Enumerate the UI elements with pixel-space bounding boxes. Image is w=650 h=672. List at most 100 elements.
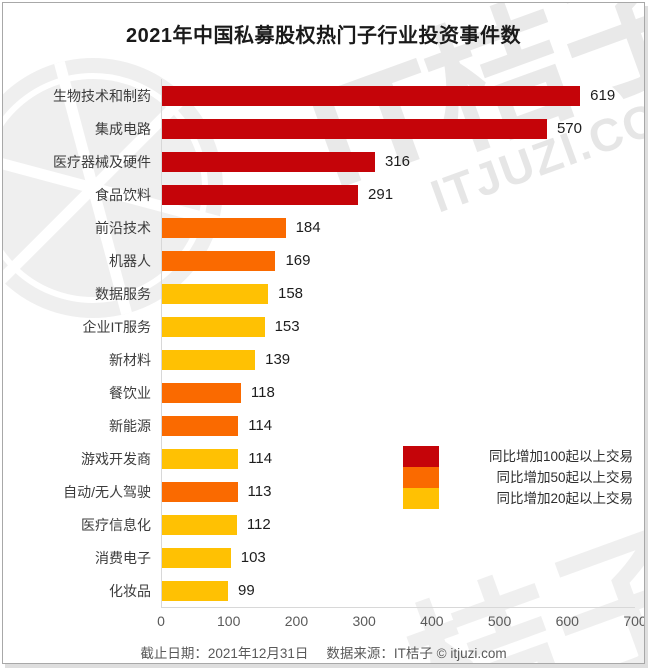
value-label: 118	[250, 384, 275, 401]
x-tick-label: 300	[352, 613, 376, 629]
bar	[161, 349, 256, 370]
category-label: 食品饮料	[95, 186, 151, 203]
x-tick-label: 100	[217, 613, 241, 629]
category-label: 化妆品	[109, 582, 151, 599]
bar-zone: 139	[161, 343, 635, 376]
bar-zone: 114	[161, 409, 635, 442]
bar-row: 游戏开发商 114	[3, 442, 635, 475]
bar-row: 生物技术和制药 619	[3, 79, 635, 112]
legend-label: 同比增加50起以上交易	[496, 470, 633, 485]
category-label: 数据服务	[95, 285, 151, 302]
bar-row: 化妆品 99	[3, 574, 635, 607]
bar-zone: 184	[161, 211, 635, 244]
bar-row: 企业IT服务 153	[3, 310, 635, 343]
value-label: 184	[295, 219, 321, 236]
value-label: 103	[240, 549, 266, 566]
bar	[161, 547, 231, 568]
legend-labels: 同比增加100起以上交易同比增加50起以上交易 同比增加20起以上交易	[451, 446, 633, 509]
bar-row: 医疗器械及硬件 316	[3, 145, 635, 178]
legend-label: 同比增加20起以上交易	[496, 491, 633, 506]
category-label: 生物技术和制药	[53, 87, 151, 104]
bar	[161, 382, 241, 403]
category-label: 自动/无人驾驶	[63, 483, 151, 500]
bar-zone: 316	[161, 145, 635, 178]
category-label: 新材料	[109, 351, 151, 368]
footer-source: 数据来源：IT桔子 © itjuzi.com	[326, 646, 507, 661]
chart-card: IT桔子 ITJUZI.COM 桔子 2021年中国私募股权热门子行业投资事件数…	[2, 2, 645, 664]
bar-zone: 153	[161, 310, 635, 343]
bar-zone: 291	[161, 178, 635, 211]
legend-swatches	[403, 446, 439, 509]
x-axis-line	[161, 607, 635, 608]
value-label: 169	[285, 252, 311, 269]
x-tick-label: 400	[420, 613, 444, 629]
value-label: 316	[384, 153, 410, 170]
bar	[161, 481, 238, 502]
value-label: 99	[238, 582, 255, 599]
bar-row: 前沿技术 184	[3, 211, 635, 244]
category-label: 新能源	[109, 417, 151, 434]
value-label: 570	[556, 120, 582, 137]
footer: 截止日期：2021年12月31日 数据来源：IT桔子 © itjuzi.com	[3, 642, 644, 662]
bar-zone: 114	[161, 442, 635, 475]
value-label: 153	[274, 318, 300, 335]
bar-row: 机器人 169	[3, 244, 635, 277]
category-label: 医疗信息化	[81, 516, 151, 533]
x-tick-label: 0	[157, 613, 165, 629]
bar-row: 数据服务 158	[3, 277, 635, 310]
value-label: 112	[246, 516, 271, 533]
category-label: 医疗器械及硬件	[53, 153, 151, 170]
legend-swatch	[403, 467, 439, 488]
bar	[161, 85, 581, 106]
legend: 同比增加100起以上交易同比增加50起以上交易 同比增加20起以上交易	[403, 446, 633, 509]
bar	[161, 283, 268, 304]
bar-zone: 619	[161, 79, 635, 112]
bar-zone: 112	[161, 508, 635, 541]
value-label: 114	[248, 417, 273, 434]
bar-rows: 生物技术和制药 619 集成电路 570 医疗器械及硬件 316 食品饮料 29…	[3, 79, 635, 607]
bar-row: 食品饮料 291	[3, 178, 635, 211]
footer-date: 截止日期：2021年12月31日	[140, 646, 309, 661]
category-label: 前沿技术	[95, 219, 151, 236]
legend-swatch	[403, 488, 439, 509]
bar-row: 自动/无人驾驶 113	[3, 475, 635, 508]
bar	[161, 118, 547, 139]
value-label: 139	[265, 351, 291, 368]
x-tick-label: 600	[555, 613, 579, 629]
bar-zone: 103	[161, 541, 635, 574]
value-label: 291	[368, 186, 394, 203]
bar	[161, 415, 239, 436]
category-label: 游戏开发商	[81, 450, 151, 467]
x-tick-label: 700	[623, 613, 645, 629]
bar-zone: 113	[161, 475, 635, 508]
x-axis-ticks: 0 100 200 300 400 500 600 700	[157, 613, 644, 633]
bar	[161, 250, 276, 271]
bar-zone: 99	[161, 574, 635, 607]
bar	[161, 514, 237, 535]
bar-row: 医疗信息化 112	[3, 508, 635, 541]
category-label: 机器人	[109, 252, 151, 269]
legend-label: 同比增加100起以上交易	[488, 449, 633, 464]
chart-title: 2021年中国私募股权热门子行业投资事件数	[126, 25, 521, 47]
bar-row: 新材料 139	[3, 343, 635, 376]
bar	[161, 217, 286, 238]
bar-zone: 570	[161, 112, 635, 145]
bar	[161, 448, 239, 469]
bar-row: 消费电子 103	[3, 541, 635, 574]
bar	[161, 151, 375, 172]
y-axis-line	[161, 79, 162, 607]
x-tick-label: 200	[284, 613, 309, 629]
value-label: 619	[590, 87, 616, 104]
category-label: 餐饮业	[109, 384, 151, 401]
value-label: 114	[248, 450, 273, 467]
legend-swatch	[403, 446, 439, 467]
bar	[161, 184, 359, 205]
bar	[161, 316, 265, 337]
category-label: 企业IT服务	[82, 318, 151, 335]
value-label: 113	[247, 483, 272, 500]
x-tick-label: 500	[487, 613, 512, 629]
bar-row: 新能源 114	[3, 409, 635, 442]
value-label: 158	[277, 285, 304, 302]
bar	[161, 580, 229, 601]
bar-row: 集成电路 570	[3, 112, 635, 145]
